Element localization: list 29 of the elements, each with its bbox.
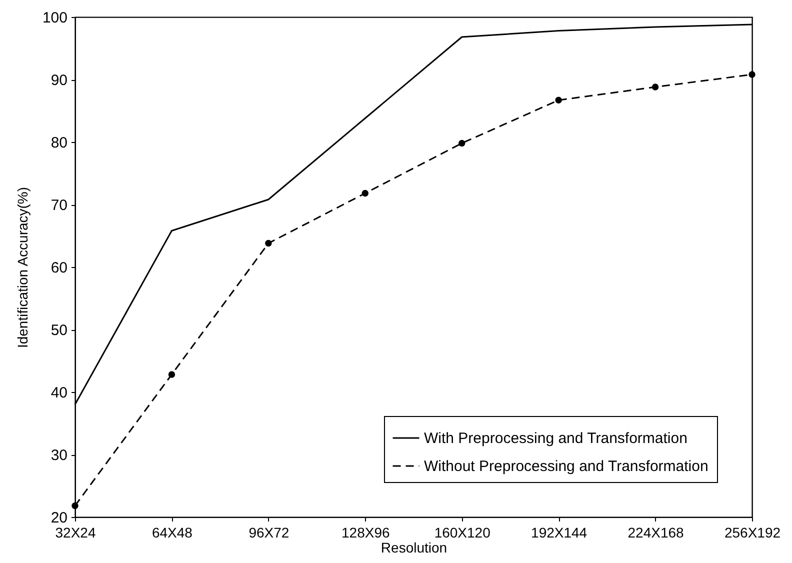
x-tick-label: 224X168 — [628, 524, 684, 540]
x-tick-label: 32X24 — [55, 524, 96, 540]
y-tick-label: 50 — [50, 322, 68, 339]
point — [168, 371, 176, 378]
x-tick-label: 192X144 — [531, 524, 588, 540]
y-tick-label: 70 — [50, 197, 68, 214]
y-tick-label: 90 — [50, 72, 68, 89]
x-tick-label: 256X192 — [724, 524, 781, 540]
y-tick-label: 100 — [42, 10, 68, 26]
legend-label: Without Preprocessing and Transformation — [424, 458, 708, 475]
point — [362, 190, 368, 197]
legend-label: With Preprocessing and Transformation — [424, 430, 688, 447]
y-tick-label: 80 — [50, 134, 68, 152]
x-tick-label: 160X120 — [434, 524, 491, 540]
point — [555, 96, 562, 104]
x-tick-label: 128X96 — [342, 524, 390, 540]
y-axis-title: Identification Accuracy(%) — [14, 186, 30, 348]
x-axis-title: Resolution — [380, 540, 448, 556]
point — [652, 84, 659, 90]
point — [748, 71, 756, 78]
y-tick-label: 30 — [50, 447, 68, 464]
y-tick-label: 20 — [50, 510, 68, 526]
point — [265, 240, 272, 247]
point — [458, 140, 466, 147]
y-tick-label: 40 — [50, 384, 68, 402]
x-tick-label: 64X48 — [152, 524, 193, 540]
x-tick-label: 96X72 — [248, 524, 290, 540]
y-tick-label: 60 — [50, 260, 68, 276]
point — [72, 502, 78, 510]
